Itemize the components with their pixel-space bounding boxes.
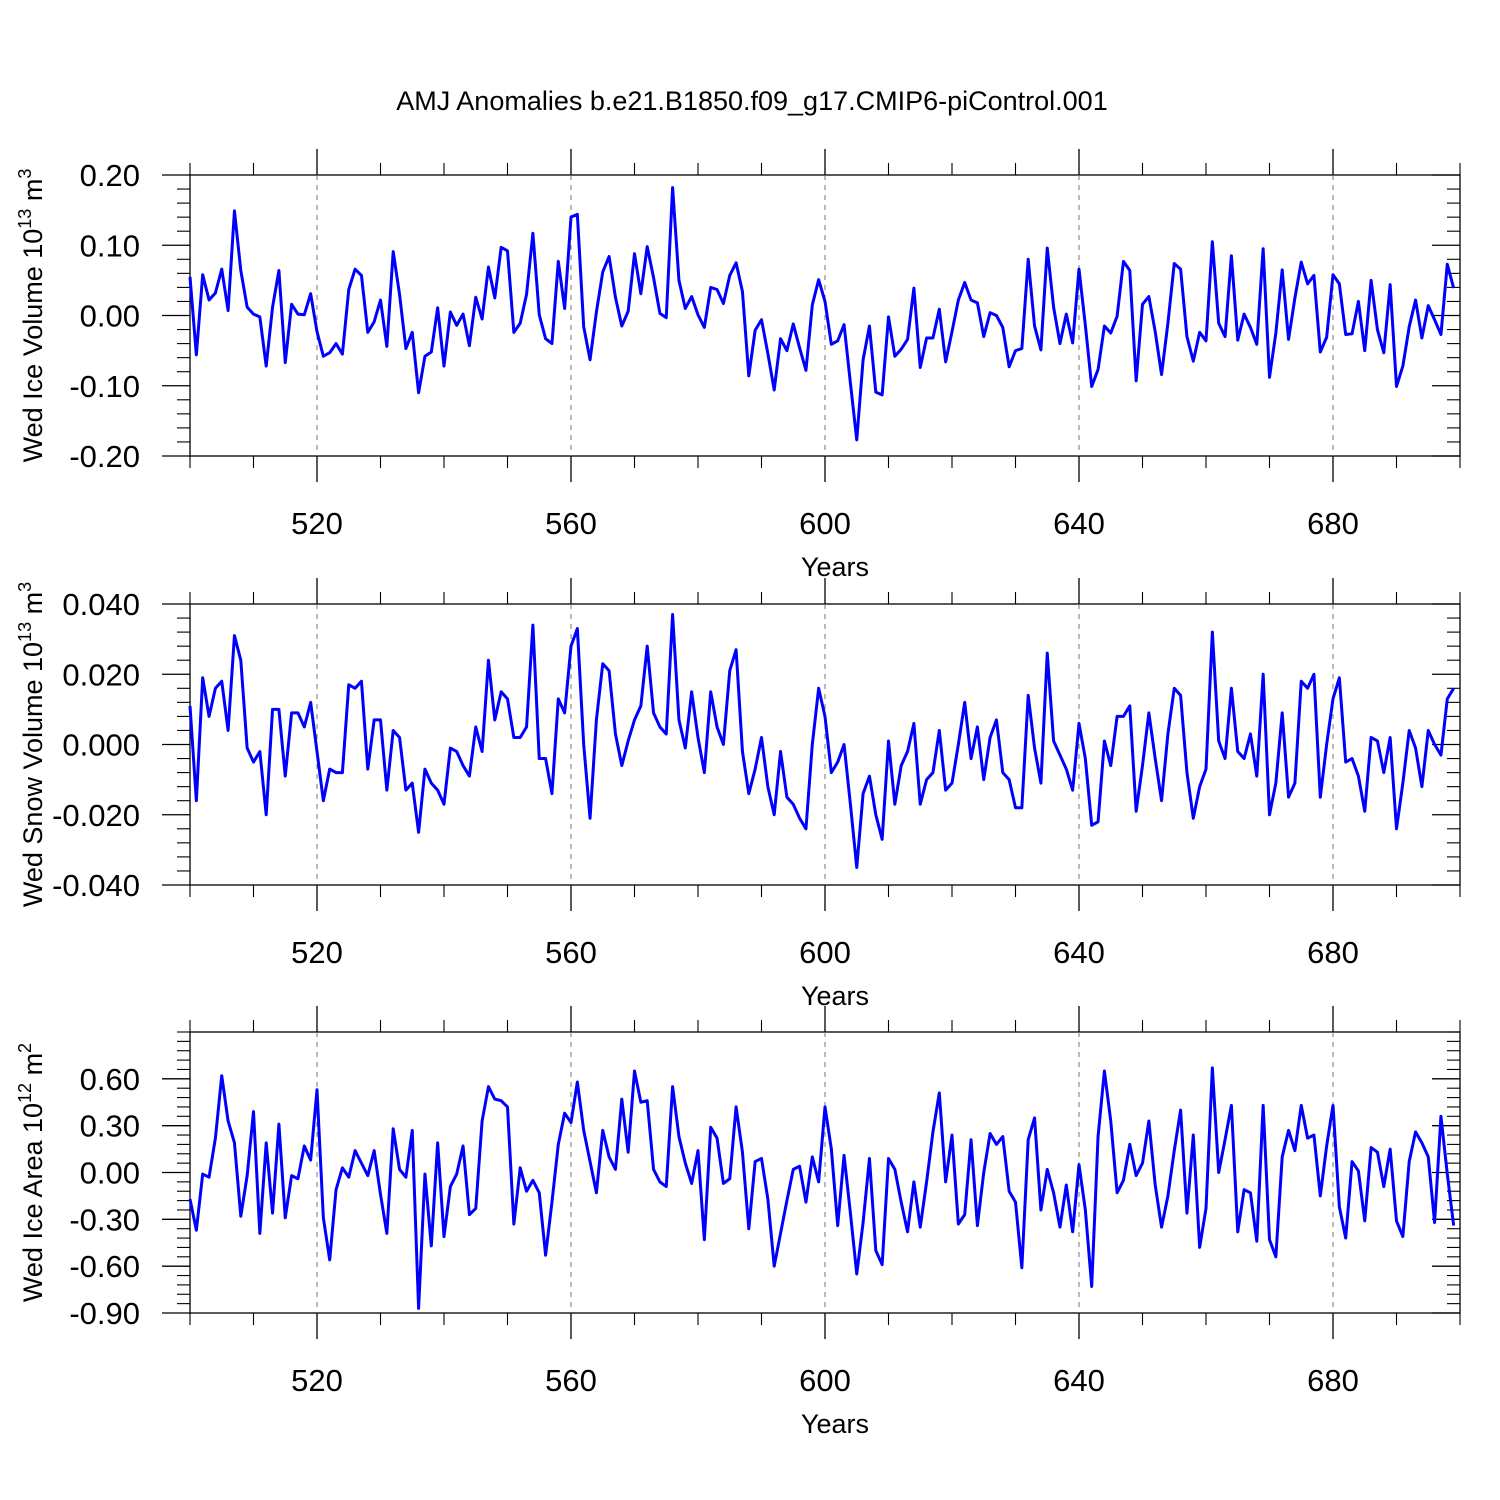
x-tick-label: 560 [545,506,597,541]
x-axis-title: Years [801,552,869,582]
y-axis-title: Wed Ice Area 1012 m2 [15,1043,48,1302]
x-tick-label: 520 [291,506,343,541]
y-tick-label: 0.60 [80,1062,140,1097]
y-tick-label: -0.90 [69,1296,140,1331]
y-axis-title: Wed Ice Volume 1013 m3 [15,169,48,463]
panel-3: 520 560 600 640 680 Years -0.90 -0.60 -0.30 0.00 0… [15,1006,1461,1439]
y-tick-label: 0.020 [62,657,140,692]
series-line [188,613,1455,869]
x-tick-label: 520 [291,935,343,970]
y-tick-label: 0.040 [62,587,140,622]
y-tick-label: 0.20 [80,158,140,193]
x-tick-label: 560 [545,1363,597,1398]
panels: 520 560 600 640 680 Years -0.20 -0.10 0.00 0.10 0.… [15,149,1461,1439]
y-tick-label: -0.020 [52,798,140,833]
x-tick-label: 680 [1307,506,1359,541]
x-tick-label: 600 [799,1363,851,1398]
figure-title: AMJ Anomalies b.e21.B1850.f09_g17.CMIP6-… [396,86,1107,116]
panel-1: 520 560 600 640 680 Years -0.20 -0.10 0.00 0.10 0.… [15,149,1461,582]
x-tick-label: 600 [799,506,851,541]
x-tick-label: 640 [1053,1363,1105,1398]
y-tick-label: -0.040 [52,868,140,903]
x-tick-label: 640 [1053,935,1105,970]
y-tick-label: 0.00 [80,1156,140,1191]
y-tick-label: 0.30 [80,1109,140,1144]
y-tick-label: -0.10 [69,369,140,404]
panel-2: 520 560 600 640 680 Years -0.040 -0.020 0.000 0.0… [15,578,1461,1011]
x-tick-label: 640 [1053,506,1105,541]
x-tick-label: 600 [799,935,851,970]
y-tick-label: 0.000 [62,728,140,763]
y-axis-title: Wed Snow Volume 1013 m3 [15,582,48,907]
y-tick-label: 0.00 [80,299,140,334]
x-axis-title: Years [801,1409,869,1439]
y-tick-label: 0.10 [80,228,140,263]
x-tick-label: 560 [545,935,597,970]
x-tick-label: 520 [291,1363,343,1398]
x-tick-label: 680 [1307,935,1359,970]
series-line [188,186,1456,442]
y-tick-label: -0.20 [69,439,140,474]
y-tick-label: -0.30 [69,1202,140,1237]
x-axis-title: Years [801,981,869,1011]
y-tick-label: -0.60 [69,1249,140,1284]
series-line [188,1066,1456,1310]
x-tick-label: 680 [1307,1363,1359,1398]
